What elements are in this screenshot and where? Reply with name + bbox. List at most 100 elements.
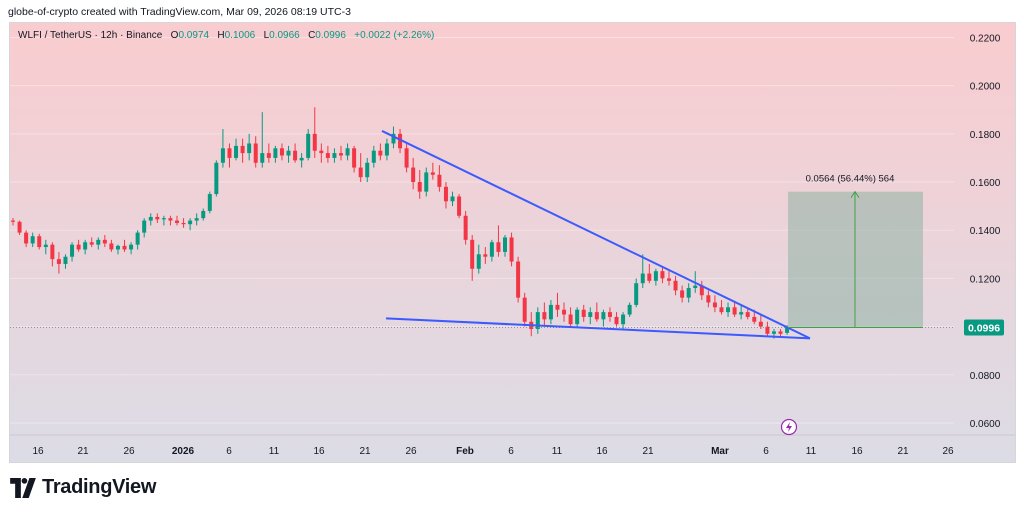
candle-body — [247, 143, 252, 154]
candle-body — [358, 167, 363, 178]
candle-body — [227, 148, 232, 158]
symbol-label: WLFI / TetherUS · 12h · Binance — [18, 30, 163, 41]
symbol-legend: WLFI / TetherUS · 12h · Binance O0.0974 … — [18, 30, 434, 41]
candle-body — [135, 232, 140, 245]
candle-body — [404, 148, 409, 168]
measure-label: 0.0564 (56.44%) 564 — [806, 174, 895, 185]
candle-body — [686, 288, 691, 298]
candle-body — [194, 218, 199, 221]
candle-body — [660, 271, 665, 279]
candle-body — [102, 239, 107, 244]
candle-body — [188, 220, 193, 225]
candle-body — [516, 261, 521, 298]
high-value: 0.1006 — [224, 30, 256, 41]
candle-body — [411, 167, 416, 183]
candle-body — [89, 242, 94, 245]
low-label: L — [263, 30, 270, 41]
candle-body — [109, 243, 114, 250]
candle-body — [312, 133, 317, 151]
candle-body — [332, 153, 337, 158]
candle-body — [470, 239, 475, 269]
candle-body — [339, 153, 343, 156]
candle-body — [450, 196, 455, 202]
candle-body — [384, 143, 389, 156]
time-tick-label: 16 — [313, 446, 325, 457]
candle-body — [476, 254, 481, 269]
candle-body — [30, 236, 35, 244]
candle-body — [56, 259, 61, 264]
projection-arrow-head — [850, 190, 860, 198]
candle-body — [647, 273, 652, 281]
price-tick-label: 0.1400 — [970, 226, 1001, 237]
candle-body — [266, 153, 271, 158]
candle-body — [371, 150, 376, 163]
candle-body — [24, 232, 29, 244]
candle-body — [765, 326, 770, 334]
candle-body — [240, 145, 245, 154]
time-tick-label: 6 — [508, 446, 514, 457]
chart-area[interactable]: 0.2200 0.2000 0.1800 0.1600 0.1400 0.1200 0.10… — [9, 22, 1016, 463]
candle-body — [719, 307, 724, 313]
candle-body — [365, 162, 370, 178]
candle-body — [712, 302, 717, 308]
candle-body — [260, 153, 265, 163]
candle-body — [588, 312, 593, 317]
candle-body — [680, 290, 685, 298]
candle-body — [181, 222, 186, 225]
candle-body — [706, 295, 711, 303]
candle-body — [621, 314, 626, 325]
candle-body — [148, 216, 153, 221]
time-tick-label: 6 — [226, 446, 232, 457]
candle-body — [201, 210, 206, 219]
candle-body — [437, 174, 442, 187]
candle-body — [483, 254, 488, 257]
candle-body — [273, 148, 278, 158]
candle-body — [771, 331, 776, 334]
low-value: 0.0966 — [269, 30, 300, 41]
candle-body — [345, 148, 350, 156]
price-tick-label: 0.2000 — [970, 82, 1001, 93]
candle-body — [207, 194, 212, 211]
candle-body — [11, 220, 15, 222]
close-label: C — [308, 30, 316, 41]
candle-body — [575, 309, 580, 325]
time-tick-label: 11 — [806, 446, 817, 457]
candle-body — [417, 182, 422, 192]
candle-body — [234, 145, 239, 158]
price-tick-label: 0.1800 — [970, 130, 1001, 141]
candle-body — [555, 304, 560, 310]
candle-body — [653, 271, 658, 281]
tradingview-logo-icon — [10, 477, 36, 498]
open-value: 0.0974 — [178, 30, 210, 41]
candle-body — [220, 148, 225, 163]
time-tick-label: 16 — [596, 446, 608, 457]
candle-body — [463, 215, 468, 240]
candle-body — [673, 280, 678, 291]
candle-body — [607, 312, 612, 317]
candle-body — [739, 312, 744, 315]
candle-body — [325, 153, 330, 158]
brand-name: TradingView — [42, 476, 157, 498]
candle-body — [732, 307, 737, 315]
candle-body — [155, 216, 160, 220]
candle-body — [758, 321, 763, 327]
candle-body — [129, 244, 134, 250]
candle-body — [430, 172, 435, 175]
price-chart[interactable]: 0.2200 0.2000 0.1800 0.1600 0.1400 0.1200 0.10… — [10, 23, 1015, 462]
time-tick-label: 21 — [642, 446, 654, 457]
candle-body — [286, 150, 291, 156]
candle-body — [489, 242, 494, 257]
candle-body — [699, 285, 704, 296]
candle-body — [785, 327, 790, 333]
chart-caption: globe-of-crypto created with TradingView… — [8, 6, 351, 18]
candle-body — [581, 309, 586, 317]
lower-trendline — [385, 317, 811, 340]
candle-body — [443, 186, 448, 202]
high-label: H — [217, 30, 225, 41]
candle-body — [424, 172, 429, 192]
candle-body — [43, 244, 48, 248]
candle-body — [752, 316, 757, 322]
candle-body — [562, 309, 567, 315]
price-tick-label: 0.1600 — [970, 178, 1001, 189]
candle-body — [594, 312, 599, 320]
